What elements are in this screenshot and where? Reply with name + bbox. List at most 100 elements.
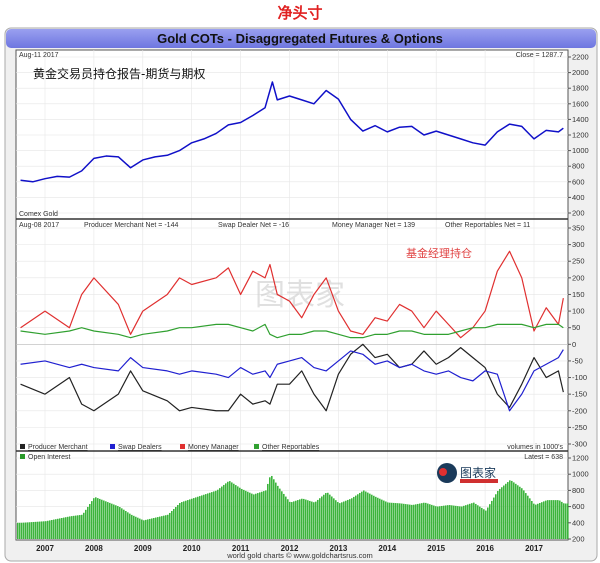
oi-bar [551, 500, 553, 539]
oi-bar [95, 497, 97, 539]
oi-bar [527, 495, 529, 539]
oi-bar [195, 497, 197, 539]
oi-bar [39, 521, 41, 539]
oi-bar [91, 501, 93, 539]
oi-bar [381, 499, 383, 539]
oi-bar [443, 505, 445, 539]
series-line-swap-dealers [20, 349, 564, 412]
oi-bar [411, 504, 413, 539]
oi-bar [453, 505, 455, 539]
x-tick-label: 2009 [134, 544, 152, 553]
net-label-other: Other Reportables Net = 11 [445, 222, 530, 229]
oi-bar [427, 503, 429, 539]
oi-bar [479, 506, 481, 539]
oi-bar [155, 517, 157, 539]
y-tick-label: 400 [572, 193, 585, 202]
y-tick-label: -300 [572, 440, 587, 449]
oi-bar [471, 503, 473, 539]
watermark: 图表家 [255, 278, 345, 313]
oi-bar [143, 520, 145, 539]
oi-bar [277, 485, 279, 539]
oi-bar [365, 491, 367, 539]
oi-bar [85, 509, 87, 539]
legend-item: Swap Dealers [118, 444, 162, 451]
oi-bar [281, 491, 283, 539]
oi-bar [517, 485, 519, 539]
oi-bar [511, 480, 513, 539]
oi-bar [137, 517, 139, 539]
oi-bar [407, 504, 409, 539]
oi-bar [287, 499, 289, 539]
oi-bar [117, 506, 119, 539]
oi-bar [395, 503, 397, 539]
y-tick-label: 350 [572, 224, 585, 233]
footer-credit: world gold charts © www.goldchartsrus.co… [226, 551, 373, 560]
oi-bar [533, 503, 535, 539]
y-tick-label: 1600 [572, 99, 589, 108]
legend-item: Money Manager [188, 444, 239, 451]
y-tick-label: 1400 [572, 115, 589, 124]
oi-bar [19, 522, 21, 539]
oi-bar [141, 519, 143, 539]
oi-bar [81, 514, 83, 539]
oi-bar [397, 503, 399, 539]
x-tick-label: 2014 [378, 544, 396, 553]
oi-bar [353, 496, 355, 539]
oi-bar [241, 488, 243, 539]
oi-bar [65, 517, 67, 539]
oi-bar [509, 480, 511, 539]
oi-bar [537, 503, 539, 539]
y-tick-label: 200 [572, 535, 585, 544]
oi-bar [51, 519, 53, 539]
oi-bar [567, 503, 569, 539]
oi-bar [169, 512, 171, 539]
oi-bar [285, 496, 287, 539]
oi-bar [217, 489, 219, 539]
oi-bar [35, 521, 37, 539]
oi-bar [369, 493, 371, 539]
oi-bar [223, 484, 225, 539]
oi-bar [115, 505, 117, 539]
oi-bar [183, 501, 185, 539]
oi-bar [363, 490, 365, 539]
oi-bar [235, 485, 237, 539]
oi-bar [133, 515, 135, 539]
oi-bar [539, 502, 541, 539]
oi-bar [253, 494, 255, 539]
oi-bar [109, 502, 111, 539]
oi-bar [557, 500, 559, 539]
oi-bar [225, 483, 227, 539]
oi-bar [247, 491, 249, 539]
series-line-other-reportables [20, 323, 564, 339]
oi-bar [17, 522, 19, 539]
oi-bar [69, 516, 71, 539]
oi-bar [107, 502, 109, 539]
oi-bar [239, 487, 241, 539]
oi-bar [431, 504, 433, 539]
oi-bar [227, 481, 229, 539]
oi-bar [439, 506, 441, 539]
oi-bar [159, 516, 161, 539]
oi-bar [501, 487, 503, 539]
x-tick-label: 2017 [525, 544, 543, 553]
oi-bar [441, 505, 443, 539]
x-tick-label: 2010 [183, 544, 201, 553]
oi-bar [315, 501, 317, 539]
y-tick-label: 600 [572, 177, 585, 186]
oi-bar [335, 500, 337, 539]
oi-bar [311, 501, 313, 539]
y-tick-label: -150 [572, 390, 587, 399]
y-tick-label: 200 [572, 273, 585, 282]
net-label-producer: Producer Merchant Net = -144 [84, 222, 178, 229]
grid [16, 50, 568, 540]
oi-bar [485, 510, 487, 539]
oi-bar [135, 516, 137, 539]
oi-bar [229, 481, 231, 539]
oi-bar [203, 494, 205, 539]
y-tick-label: 1000 [572, 146, 589, 155]
oi-bar [415, 504, 417, 539]
oi-bar [461, 506, 463, 539]
oi-bar [473, 502, 475, 539]
oi-bar [129, 513, 131, 539]
oi-bar [433, 505, 435, 539]
